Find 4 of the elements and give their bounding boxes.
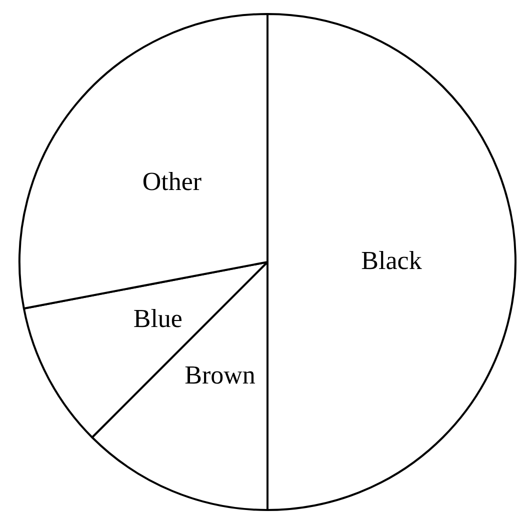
slice-label: Blue: [133, 304, 182, 333]
slice-label: Brown: [184, 360, 256, 390]
slice-label: Other: [142, 166, 202, 196]
slice-label: Black: [361, 246, 422, 275]
